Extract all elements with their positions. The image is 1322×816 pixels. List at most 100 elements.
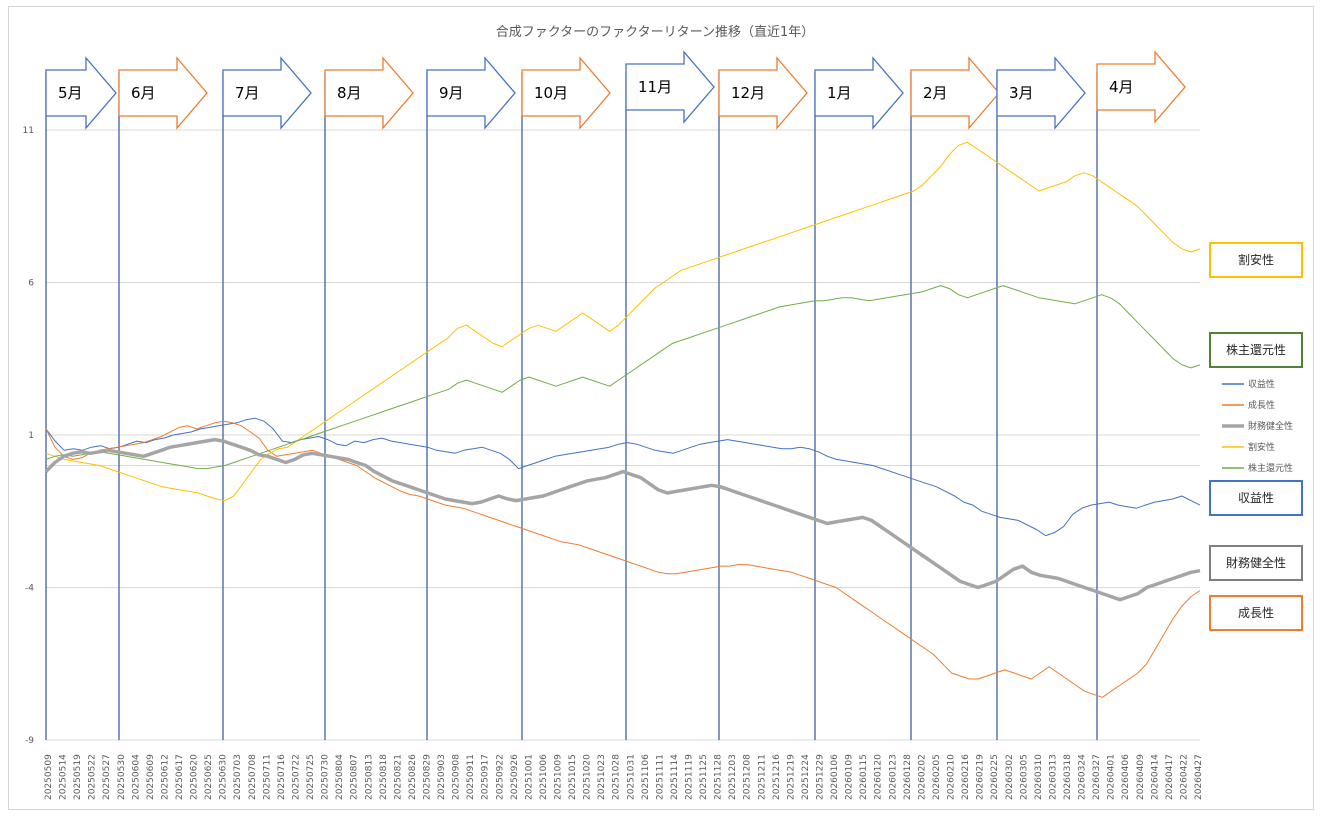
x-tick-label: 20260216	[961, 754, 971, 800]
x-tick-label: 20260313	[1048, 754, 1058, 800]
x-tick-label: 20260324	[1078, 754, 1088, 800]
x-tick-label: 20250527	[102, 754, 112, 800]
x-tick-label: 20260414	[1150, 754, 1160, 800]
month-label: 6月	[131, 84, 156, 102]
x-tick-label: 20260202	[917, 754, 927, 800]
x-tick-label: 20251031	[626, 754, 636, 800]
month-label: 4月	[1109, 78, 1134, 96]
legend-entry: 財務健全性	[1248, 420, 1293, 432]
x-tick-label: 20260128	[903, 754, 913, 800]
x-tick-label: 20250908	[452, 754, 462, 800]
x-tick-label: 20250708	[248, 754, 258, 800]
x-tick-label: 20251216	[772, 754, 782, 800]
x-tick-label: 20250911	[466, 754, 476, 800]
x-tick-label: 20251224	[801, 754, 811, 800]
month-arrow	[910, 56, 1000, 130]
x-tick-label: 20260305	[1019, 754, 1029, 800]
callout-box	[1209, 242, 1303, 278]
x-tick-label: 20251203	[728, 754, 738, 800]
x-tick-label: 20251015	[568, 754, 578, 800]
month-arrow	[625, 50, 715, 124]
x-tick-label: 20251119	[685, 754, 695, 800]
x-tick-label: 20250813	[364, 754, 374, 800]
month-arrow	[45, 56, 117, 130]
x-tick-label: 20260401	[1107, 754, 1117, 800]
month-label: 10月	[534, 84, 568, 102]
x-tick-label: 20251009	[553, 754, 563, 800]
month-arrow	[426, 56, 516, 130]
month-arrow	[118, 56, 208, 130]
month-arrow	[222, 56, 312, 130]
month-arrow	[324, 56, 414, 130]
x-tick-label: 20250725	[306, 754, 316, 800]
x-tick-label: 20250821	[393, 754, 403, 800]
callout-label: 成長性	[1238, 606, 1274, 620]
x-tick-label: 20250522	[88, 754, 98, 800]
x-tick-label: 20251125	[699, 754, 709, 800]
x-tick-label: 20250722	[291, 754, 301, 800]
x-tick-label: 20250617	[175, 754, 185, 800]
month-label: 7月	[235, 84, 260, 102]
month-label: 2月	[923, 84, 948, 102]
x-tick-label: 20250604	[131, 754, 141, 800]
x-tick-label: 20250807	[350, 754, 360, 800]
x-tick-label: 20260409	[1136, 754, 1146, 800]
x-tick-label: 20260106	[830, 754, 840, 800]
callout-label: 収益性	[1238, 491, 1274, 505]
x-tick-label: 20250630	[219, 754, 229, 800]
x-tick-label: 20251128	[714, 754, 724, 800]
y-tick-label: 6	[28, 279, 34, 289]
x-tick-label: 20251106	[641, 754, 651, 800]
month-label: 12月	[731, 84, 765, 102]
month-arrow	[1096, 50, 1186, 124]
x-tick-label: 20250826	[408, 754, 418, 800]
month-label: 11月	[638, 78, 672, 96]
x-tick-label: 20250716	[277, 754, 287, 800]
x-tick-label: 20250612	[160, 754, 170, 800]
series-line	[45, 285, 1201, 470]
x-tick-label: 20251023	[597, 754, 607, 800]
x-tick-label: 20250730	[321, 754, 331, 800]
x-tick-label: 20260406	[1121, 754, 1131, 800]
legend-entry: 収益性	[1248, 378, 1275, 390]
series-line	[45, 141, 1201, 502]
series-line	[45, 417, 1201, 537]
x-tick-label: 20260318	[1063, 754, 1073, 800]
callout-box	[1209, 545, 1303, 581]
x-tick-label: 20250804	[335, 754, 345, 800]
callout-label: 割安性	[1238, 252, 1274, 267]
month-label: 9月	[439, 84, 464, 102]
x-tick-label: 20251020	[583, 754, 593, 800]
x-tick-label: 20250903	[437, 754, 447, 800]
legend-entry: 割安性	[1248, 441, 1275, 453]
x-tick-label: 20250711	[262, 754, 272, 800]
month-divider-lines	[45, 72, 1098, 740]
y-tick-label: 1	[28, 431, 34, 441]
x-tick-label: 20260219	[976, 754, 986, 800]
x-tick-label: 20260205	[932, 754, 942, 800]
x-tick-label: 20250609	[146, 754, 156, 800]
month-arrows: 5月 6月 7月 8月 9月 10月 11月 12月 1月 2月 3月 4月	[45, 50, 1186, 130]
x-tick-label: 20260427	[1194, 754, 1204, 800]
y-tick-label: 11	[23, 126, 34, 136]
x-tick-label: 20250922	[495, 754, 505, 800]
y-tick-label: -4	[25, 584, 34, 594]
x-tick-label: 20260123	[888, 754, 898, 800]
x-tick-label: 20251001	[524, 754, 534, 800]
callout-label: 財務健全性	[1226, 555, 1286, 570]
legend-entry: 成長性	[1248, 399, 1275, 411]
x-tick-label: 20260210	[947, 754, 957, 800]
callout-box	[1209, 332, 1303, 368]
x-tick-label: 20251229	[816, 754, 826, 800]
x-tick-label: 20260120	[874, 754, 884, 800]
month-arrow	[814, 56, 904, 130]
x-tick-label: 20260422	[1179, 754, 1189, 800]
x-tick-label: 20250620	[190, 754, 200, 800]
chart-title: 合成ファクターのファクターリターン推移（直近1年）	[496, 25, 815, 40]
x-tick-label: 20260225	[990, 754, 1000, 800]
x-tick-label: 20250829	[422, 754, 432, 800]
month-label: 5月	[58, 84, 83, 102]
x-tick-label: 20251219	[786, 754, 796, 800]
x-tick-label: 20260115	[859, 754, 869, 800]
